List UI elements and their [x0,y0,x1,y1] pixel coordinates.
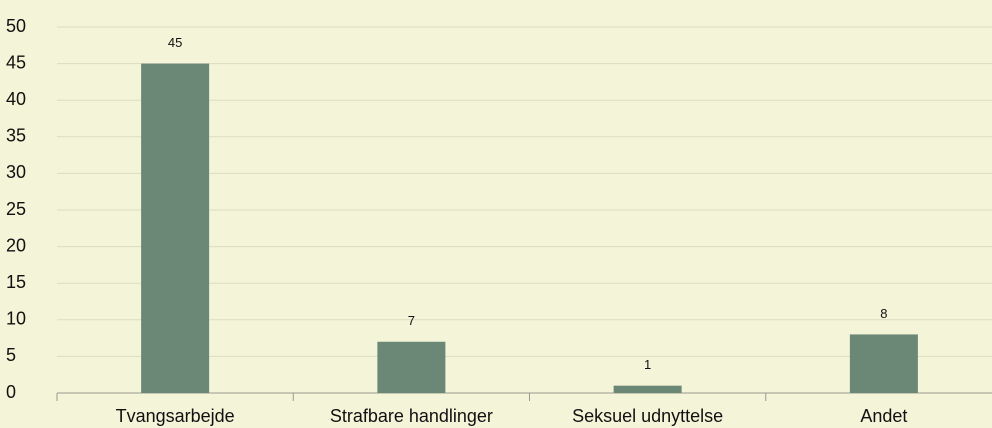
y-tick-label: 20 [6,235,26,255]
x-tick-label: Andet [860,406,907,426]
y-tick-label: 15 [6,272,26,292]
y-tick-label: 45 [6,52,26,72]
y-tick-label: 40 [6,89,26,109]
bar [613,385,682,393]
data-label: 8 [880,306,887,321]
data-label: 45 [168,35,182,50]
bar [377,341,446,393]
y-tick-label: 0 [6,382,16,402]
data-label: 7 [408,313,415,328]
bar [849,334,918,393]
x-tick-label: Seksuel udnyttelse [572,406,723,426]
x-tick-label: Strafbare handlinger [330,406,493,426]
bar [141,63,210,393]
y-tick-label: 30 [6,162,26,182]
x-tick-label: Tvangsarbejde [116,406,235,426]
data-label: 1 [644,357,651,372]
y-tick-label: 35 [6,126,26,146]
y-tick-label: 10 [6,309,26,329]
y-tick-label: 5 [6,345,16,365]
y-tick-label: 25 [6,199,26,219]
y-tick-label: 50 [6,16,26,36]
